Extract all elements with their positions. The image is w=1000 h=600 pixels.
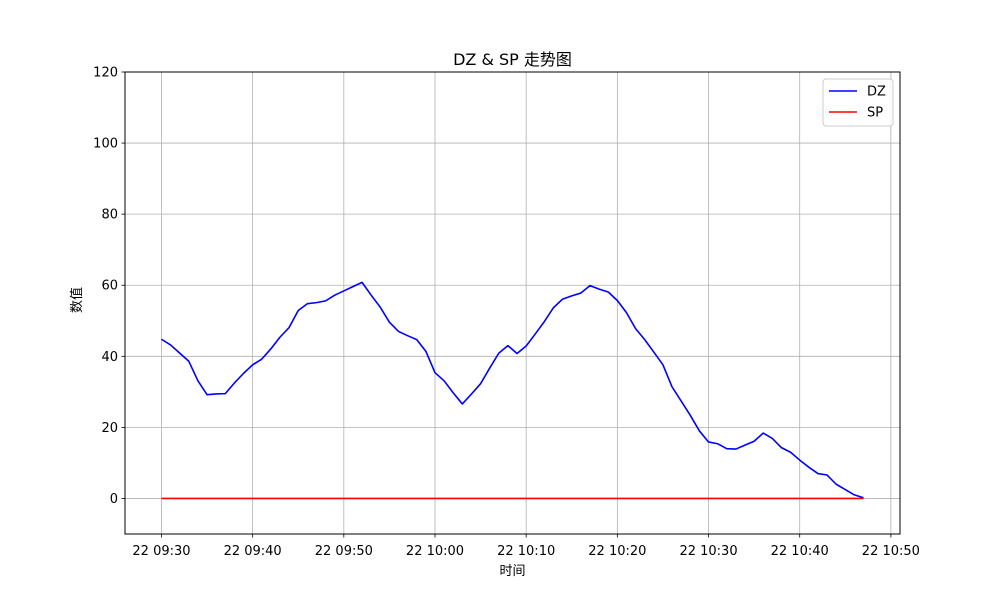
legend-label-dz: DZ <box>867 85 886 100</box>
y-tick-label: 60 <box>101 279 118 294</box>
x-tick-label: 22 10:10 <box>497 544 555 559</box>
y-tick-label: 100 <box>93 137 118 152</box>
x-tick-label: 22 09:50 <box>315 544 373 559</box>
x-tick-label: 22 09:40 <box>224 544 282 559</box>
y-axis: 0 20 40 60 80 100 120 <box>93 66 125 507</box>
y-tick-label: 20 <box>101 421 118 436</box>
x-tick-label: 22 10:40 <box>771 544 829 559</box>
plot-frame <box>124 71 901 535</box>
series-group <box>161 281 864 500</box>
x-axis: 22 09:30 22 09:40 22 09:50 22 10:00 22 10:10… <box>132 534 920 559</box>
series-line-dz <box>161 281 864 499</box>
x-tick-label: 22 10:30 <box>679 544 737 559</box>
legend: DZ SP <box>822 78 894 127</box>
legend-label-sp: SP <box>867 106 883 121</box>
y-tick-label: 80 <box>101 208 118 223</box>
chart-title: DZ & SP 走势图 <box>453 50 572 69</box>
x-tick-label: 22 10:50 <box>862 544 920 559</box>
x-tick-label: 22 10:00 <box>406 544 464 559</box>
x-axis-label: 时间 <box>499 564 525 579</box>
y-axis-label: 数值 <box>69 287 85 313</box>
y-tick-label: 0 <box>110 492 118 507</box>
grid <box>125 71 900 534</box>
y-tick-label: 120 <box>93 66 118 81</box>
y-tick-label: 40 <box>101 350 118 365</box>
x-tick-label: 22 10:20 <box>588 544 646 559</box>
x-tick-label: 22 09:30 <box>132 544 190 559</box>
